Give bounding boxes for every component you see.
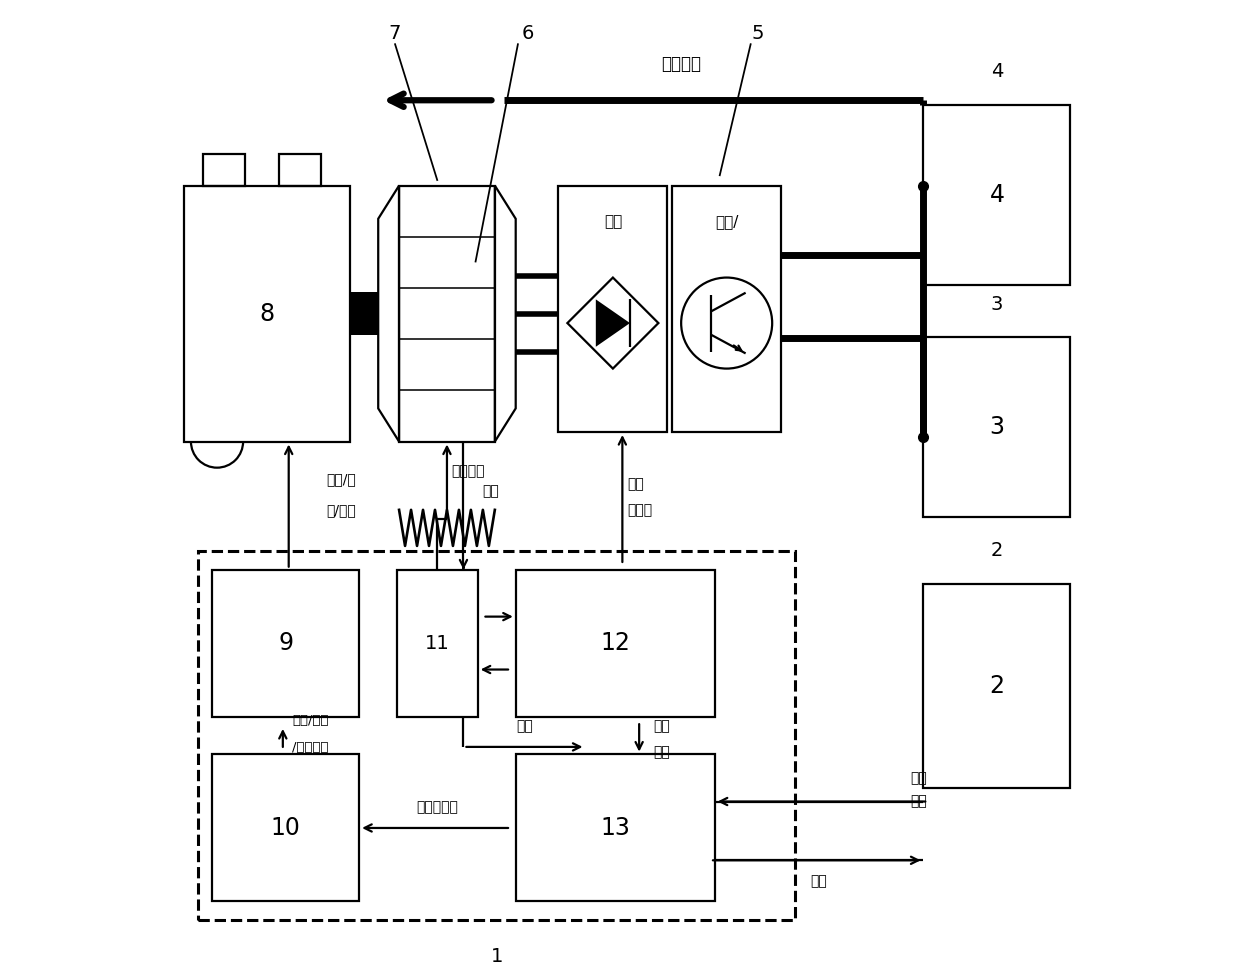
Text: 8: 8 <box>259 302 274 325</box>
Text: 占空比: 占空比 <box>627 504 652 517</box>
Text: 进气/喷油: 进气/喷油 <box>293 714 329 727</box>
Text: 转速: 转速 <box>482 484 500 498</box>
Text: 油/点火: 油/点火 <box>326 504 356 517</box>
Bar <box>203 154 246 185</box>
Text: 12: 12 <box>600 631 630 655</box>
Text: 转速: 转速 <box>516 719 533 733</box>
Text: 10: 10 <box>270 816 301 840</box>
Text: 进气/喷: 进气/喷 <box>326 472 356 486</box>
Bar <box>198 551 795 921</box>
Bar <box>924 584 1070 787</box>
Text: /点火目标: /点火目标 <box>293 741 329 755</box>
Bar <box>672 185 781 432</box>
Text: 内燃机扭矩: 内燃机扭矩 <box>417 800 459 814</box>
Bar <box>924 105 1070 285</box>
Bar <box>184 185 350 442</box>
Text: 状态: 状态 <box>811 874 827 888</box>
Text: 指令: 指令 <box>910 794 928 809</box>
Text: 3: 3 <box>990 415 1004 439</box>
Text: 4: 4 <box>990 183 1004 207</box>
Text: 整流: 整流 <box>604 214 622 229</box>
Text: 9: 9 <box>278 631 294 655</box>
Text: 13: 13 <box>600 816 630 840</box>
Bar <box>279 154 321 185</box>
Polygon shape <box>596 299 630 346</box>
Text: 6: 6 <box>521 24 533 43</box>
Text: 能量流向: 能量流向 <box>662 55 702 73</box>
Bar <box>516 569 714 717</box>
Text: 2: 2 <box>990 674 1004 698</box>
Text: 5: 5 <box>751 24 764 43</box>
Text: 7: 7 <box>388 24 401 43</box>
Bar <box>212 755 360 901</box>
Bar <box>558 185 667 432</box>
Text: 电机: 电机 <box>653 719 670 733</box>
Bar <box>212 569 360 717</box>
Text: 4: 4 <box>991 63 1003 81</box>
Text: 逆变/: 逆变/ <box>715 214 738 229</box>
Bar <box>516 755 714 901</box>
Text: 励磁电流: 励磁电流 <box>451 464 485 478</box>
Text: 1: 1 <box>491 947 503 965</box>
Text: 扭矩: 扭矩 <box>653 746 670 759</box>
Text: 逆变: 逆变 <box>627 477 644 491</box>
Bar <box>399 185 495 442</box>
Bar <box>924 338 1070 517</box>
Text: 3: 3 <box>991 294 1003 314</box>
Text: 11: 11 <box>425 634 450 652</box>
Text: 起动: 起动 <box>910 771 928 785</box>
Bar <box>350 291 378 336</box>
Bar <box>397 569 477 717</box>
Text: 2: 2 <box>991 541 1003 560</box>
